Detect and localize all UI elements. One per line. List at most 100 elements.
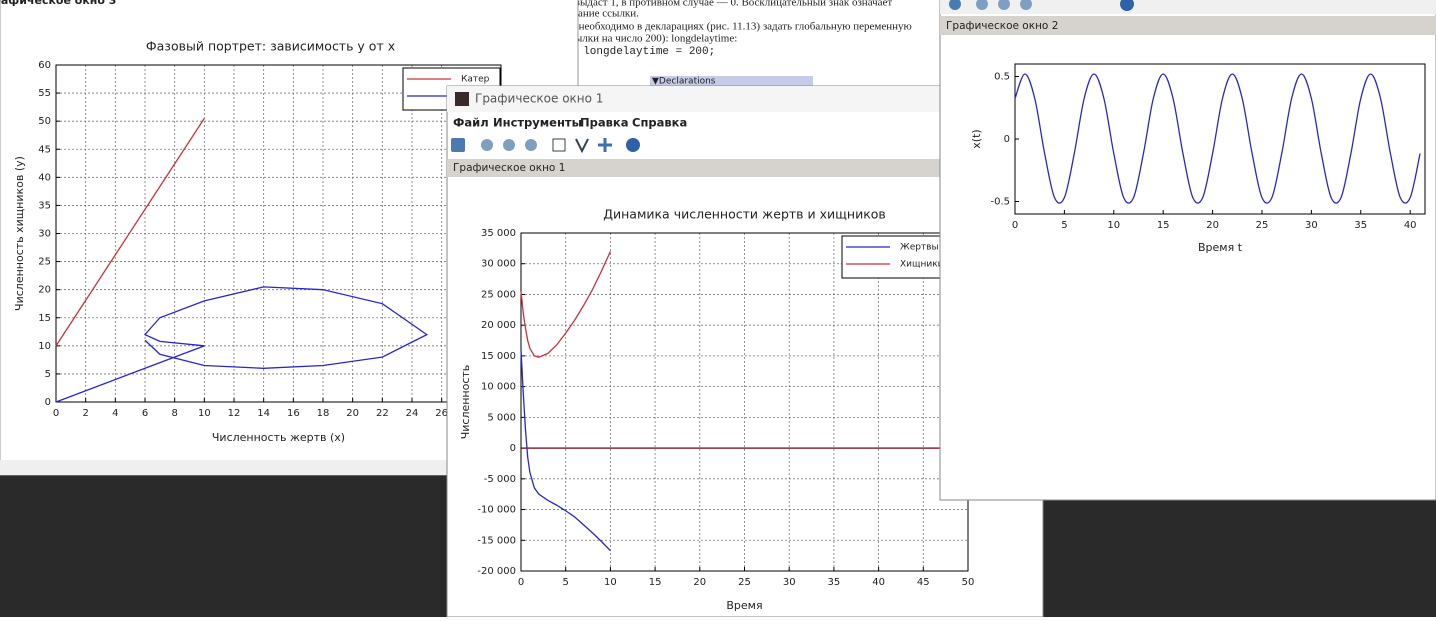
x-tick-label: 5 (563, 577, 569, 588)
y-tick-label: 10 000 (481, 382, 516, 393)
x-tick-label: 30 (1305, 220, 1318, 231)
y-tick-label: 15 000 (481, 351, 516, 362)
x-tick-label: 8 (171, 408, 177, 419)
section-title: ▼Declarations (652, 77, 716, 87)
plot-area (1015, 64, 1425, 214)
x-axis-label: Время t (1198, 241, 1243, 254)
y-tick-label: 0 (1004, 134, 1010, 145)
toolbar (451, 138, 640, 154)
y-tick-label: 40 (38, 172, 51, 183)
menu-item[interactable]: Правка (580, 116, 628, 130)
x-tick-label: 40 (1404, 220, 1417, 231)
x-tick-label: 6 (142, 408, 148, 419)
y-tick-label: -5 000 (484, 474, 516, 485)
tool-button[interactable] (552, 138, 566, 152)
section-bar (650, 76, 813, 86)
x-tick-label: 25 (738, 577, 751, 588)
x-tick-label: 10 (604, 577, 617, 588)
y-tick-label: 0 (45, 397, 51, 408)
x-tick-label: 12 (228, 408, 241, 419)
tool-button[interactable] (481, 139, 493, 151)
y-tick-label: 35 (38, 200, 51, 211)
x-tick-label: 0 (53, 408, 59, 419)
y-tick-label: 0.5 (994, 72, 1010, 83)
doc-line: сылки на число 200): longdelaytime: (570, 33, 737, 45)
x-tick-label: 2 (82, 408, 88, 419)
x-tick-label: 26 (435, 408, 448, 419)
y-tick-label: 5 000 (487, 412, 516, 423)
y-tick-label: 25 000 (481, 289, 516, 300)
y-tick-label: 45 (38, 144, 51, 155)
window-title: Графическое окно 3 (0, 0, 116, 7)
y-tick-label: 30 000 (481, 259, 516, 270)
x-tick-label: 24 (406, 408, 419, 419)
subtitle-bar (940, 16, 1436, 35)
plot-area (56, 65, 501, 402)
y-axis-label: Численность хищников (y) (13, 156, 26, 311)
x-tick-label: 4 (112, 408, 118, 419)
x-tick-label: 50 (962, 577, 975, 588)
x-tick-label: 14 (257, 408, 270, 419)
x-tick-label: 18 (317, 408, 330, 419)
y-tick-label: 60 (38, 60, 51, 71)
y-tick-label: 0 (510, 443, 516, 454)
x-tick-label: 25 (1256, 220, 1269, 231)
legend-label: Жертвы (900, 243, 939, 253)
tool-button[interactable] (451, 138, 465, 152)
tool-button[interactable] (525, 139, 537, 151)
x-tick-label: 16 (287, 408, 300, 419)
y-tick-label: 20 (38, 285, 51, 296)
x-tick-label: 10 (198, 408, 211, 419)
tool-button[interactable] (575, 138, 589, 154)
menu-item[interactable]: Инструменты (493, 116, 582, 130)
y-axis-label: Численность (459, 365, 472, 440)
doc-line: f longdelaytime = 200; (570, 46, 715, 58)
y-tick-label: -0.5 (990, 197, 1010, 208)
window-footer (0, 460, 578, 475)
tool-button[interactable] (949, 0, 961, 10)
x-tick-label: 40 (872, 577, 885, 588)
legend-label: Катер (461, 75, 490, 85)
tool-button[interactable] (626, 138, 640, 152)
series-line (520, 349, 611, 552)
x-axis-label: Численность жертв (x) (212, 431, 345, 444)
x-tick-label: 20 (693, 577, 706, 588)
y-tick-label: 35 000 (481, 228, 516, 239)
menu-item[interactable]: Файл (453, 116, 489, 130)
tool-button[interactable] (1020, 0, 1032, 10)
window-title: Графическое окно 1 (475, 92, 603, 106)
app-icon (455, 92, 469, 106)
x-tick-label: 0 (518, 577, 524, 588)
tool-button[interactable] (1120, 0, 1134, 11)
y-tick-label: 30 (38, 229, 51, 240)
y-tick-label: 15 (38, 313, 51, 324)
chart-title: Динамика численности жертв и хищников (603, 207, 886, 222)
chart-title: Фазовый портрет: зависимость y от x (146, 39, 395, 54)
y-tick-label: 5 (45, 369, 51, 380)
x-tick-label: 20 (1206, 220, 1219, 231)
x-tick-label: 20 (346, 408, 359, 419)
window: Графическое окно 2 -0.5 0 0.5 0 5 10 15 20 25 30 3… (939, 0, 1436, 501)
subtitle-bar (447, 159, 1043, 177)
menu-item[interactable]: Справка (632, 116, 687, 130)
series-line (520, 251, 611, 358)
y-tick-label: 55 (38, 88, 51, 99)
tool-button[interactable] (976, 0, 988, 10)
legend-label: Хищники (900, 260, 944, 270)
tool-button[interactable] (998, 0, 1010, 10)
tool-button[interactable] (598, 138, 612, 152)
window-subtitle: Графическое окно 1 (453, 162, 565, 174)
window: Графическое окно 3 051015202530354045505… (0, 0, 579, 476)
plot-frame (1014, 63, 1426, 215)
x-axis-label: Время (726, 599, 762, 612)
x-tick-label: 30 (783, 577, 796, 588)
y-tick-label: 20 000 (481, 320, 516, 331)
y-tick-label: -10 000 (477, 505, 516, 516)
x-tick-label: 35 (828, 577, 841, 588)
window-subtitle: Графическое окно 2 (946, 20, 1058, 32)
doc-line: я выдаст 1, в противном случае — 0. Воск… (567, 0, 892, 9)
tool-button[interactable] (503, 139, 515, 151)
y-axis-label: x(t) (970, 129, 983, 148)
x-tick-label: 0 (1012, 220, 1018, 231)
